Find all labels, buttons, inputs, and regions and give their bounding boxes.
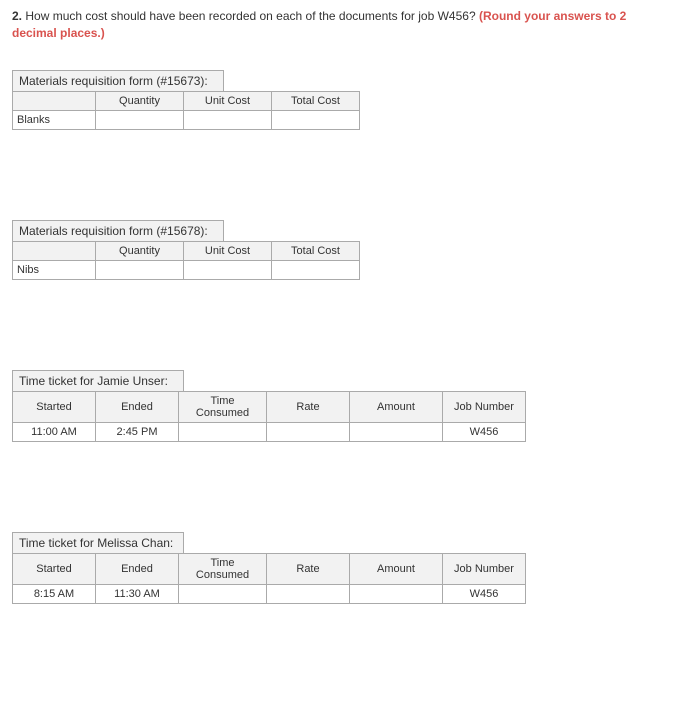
cell-rate[interactable] (267, 422, 350, 441)
materials-req-form-2: Materials requisition form (#15678): Qua… (12, 220, 667, 280)
table-header-row: Quantity Unit Cost Total Cost (13, 91, 360, 110)
col-unit-cost: Unit Cost (184, 91, 272, 110)
cell-time-consumed[interactable] (179, 422, 267, 441)
col-unit-cost: Unit Cost (184, 241, 272, 260)
question-number: 2. (12, 9, 22, 23)
cell-time-consumed[interactable] (179, 584, 267, 603)
materials-req-form-1: Materials requisition form (#15673): Qua… (12, 70, 667, 130)
row-label: Blanks (13, 110, 96, 129)
time-table-2: Started Ended Time Consumed Rate Amount … (12, 553, 526, 604)
req-table-1: Quantity Unit Cost Total Cost Blanks (12, 91, 360, 130)
form-title: Materials requisition form (#15673): (12, 70, 224, 91)
cell-job-number: W456 (443, 584, 526, 603)
time-ticket-form-2: Time ticket for Melissa Chan: Started En… (12, 532, 667, 604)
cell-job-number: W456 (443, 422, 526, 441)
cell-ended: 2:45 PM (96, 422, 179, 441)
cell-quantity[interactable] (96, 110, 184, 129)
cell-unit-cost[interactable] (184, 260, 272, 279)
col-quantity: Quantity (96, 91, 184, 110)
col-amount: Amount (350, 391, 443, 422)
col-rate: Rate (267, 391, 350, 422)
table-row: Blanks (13, 110, 360, 129)
col-ended: Ended (96, 553, 179, 584)
col-total-cost: Total Cost (272, 91, 360, 110)
col-amount: Amount (350, 553, 443, 584)
col-started: Started (13, 391, 96, 422)
form-title: Time ticket for Jamie Unser: (12, 370, 184, 391)
row-label: Nibs (13, 260, 96, 279)
cell-amount[interactable] (350, 422, 443, 441)
form-title: Time ticket for Melissa Chan: (12, 532, 184, 553)
time-table-1: Started Ended Time Consumed Rate Amount … (12, 391, 526, 442)
cell-quantity[interactable] (96, 260, 184, 279)
table-header-row: Started Ended Time Consumed Rate Amount … (13, 391, 526, 422)
col-job-number: Job Number (443, 391, 526, 422)
col-blank (13, 241, 96, 260)
cell-ended: 11:30 AM (96, 584, 179, 603)
question-text: 2. How much cost should have been record… (12, 8, 667, 42)
col-started: Started (13, 553, 96, 584)
cell-rate[interactable] (267, 584, 350, 603)
form-title: Materials requisition form (#15678): (12, 220, 224, 241)
question-body: How much cost should have been recorded … (25, 9, 479, 23)
req-table-2: Quantity Unit Cost Total Cost Nibs (12, 241, 360, 280)
table-row: Nibs (13, 260, 360, 279)
col-time-consumed: Time Consumed (179, 391, 267, 422)
cell-started: 8:15 AM (13, 584, 96, 603)
time-ticket-form-1: Time ticket for Jamie Unser: Started End… (12, 370, 667, 442)
cell-total-cost[interactable] (272, 260, 360, 279)
table-row: 8:15 AM 11:30 AM W456 (13, 584, 526, 603)
cell-total-cost[interactable] (272, 110, 360, 129)
col-quantity: Quantity (96, 241, 184, 260)
cell-started: 11:00 AM (13, 422, 96, 441)
col-rate: Rate (267, 553, 350, 584)
col-total-cost: Total Cost (272, 241, 360, 260)
table-header-row: Quantity Unit Cost Total Cost (13, 241, 360, 260)
col-job-number: Job Number (443, 553, 526, 584)
col-time-consumed: Time Consumed (179, 553, 267, 584)
col-ended: Ended (96, 391, 179, 422)
cell-unit-cost[interactable] (184, 110, 272, 129)
col-blank (13, 91, 96, 110)
cell-amount[interactable] (350, 584, 443, 603)
table-row: 11:00 AM 2:45 PM W456 (13, 422, 526, 441)
table-header-row: Started Ended Time Consumed Rate Amount … (13, 553, 526, 584)
